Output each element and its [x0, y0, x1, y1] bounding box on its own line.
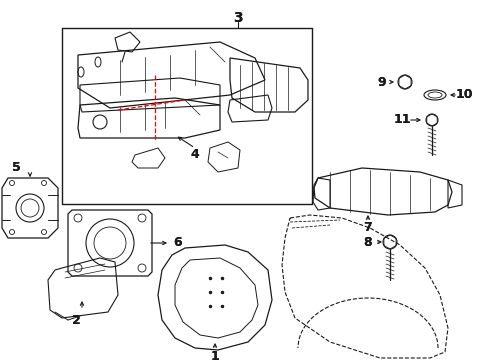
Text: 9: 9 — [377, 76, 386, 89]
Text: 3: 3 — [233, 11, 243, 25]
Text: 4: 4 — [190, 148, 199, 162]
Text: 6: 6 — [173, 237, 182, 249]
Text: 2: 2 — [71, 314, 80, 327]
Text: 1: 1 — [210, 350, 219, 360]
Text: 4: 4 — [190, 148, 199, 162]
Text: 8: 8 — [363, 235, 371, 248]
Text: 3: 3 — [233, 11, 243, 25]
Text: 11: 11 — [392, 113, 410, 126]
Text: 10: 10 — [454, 89, 472, 102]
Text: 5: 5 — [12, 162, 20, 175]
Text: 10: 10 — [454, 89, 472, 102]
Text: 7: 7 — [363, 221, 372, 234]
Text: 2: 2 — [71, 314, 80, 327]
Text: 6: 6 — [173, 237, 182, 249]
Text: 1: 1 — [210, 350, 219, 360]
Text: 9: 9 — [377, 76, 386, 89]
Text: 5: 5 — [12, 162, 20, 175]
Text: 7: 7 — [363, 221, 372, 234]
Text: 8: 8 — [363, 235, 371, 248]
Text: 11: 11 — [392, 113, 410, 126]
